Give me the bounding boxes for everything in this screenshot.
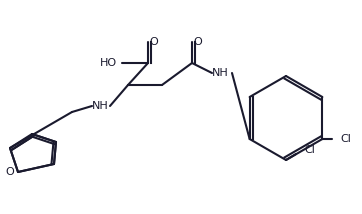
Text: Cl: Cl [304, 145, 315, 155]
Text: NH: NH [212, 68, 228, 78]
Text: HO: HO [100, 58, 117, 68]
Text: NH: NH [92, 101, 108, 111]
Text: O: O [150, 37, 159, 47]
Text: O: O [6, 167, 14, 177]
Text: Cl: Cl [340, 134, 351, 144]
Text: O: O [194, 37, 202, 47]
